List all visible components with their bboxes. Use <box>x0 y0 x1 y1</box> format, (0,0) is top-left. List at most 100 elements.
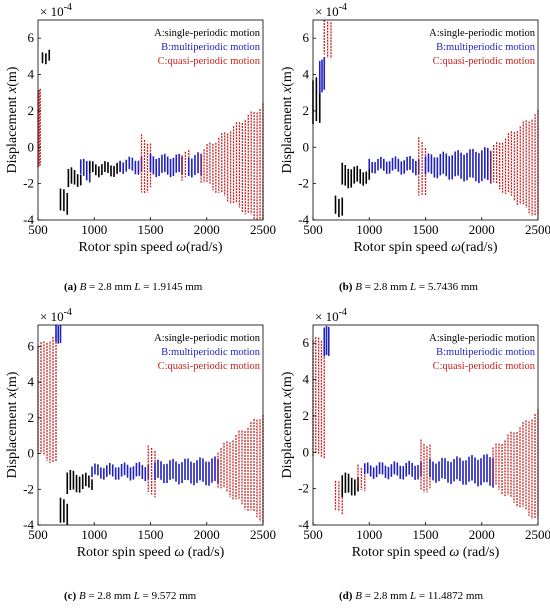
y-tick-label: 4 <box>28 67 35 82</box>
legend-entry: A:single-periodic motion <box>154 333 261 344</box>
y-tick-label: 2 <box>303 408 310 423</box>
region-B-7 <box>424 147 492 184</box>
y-tick-label: 6 <box>28 30 35 45</box>
y-tick-label: 6 <box>303 335 310 350</box>
region-C-2 <box>323 20 332 59</box>
y-tick-label: 4 <box>28 374 35 389</box>
y-axis-label: Displacement x(m) <box>280 66 295 173</box>
region-C-5 <box>147 445 156 498</box>
legend-entry: B:multiperiodic motion <box>436 347 536 358</box>
x-tick-label: 500 <box>303 527 323 542</box>
caption-a: (a) B = 2.8 mm L = 1.9145 mm <box>64 281 203 293</box>
data-marks <box>37 49 264 220</box>
region-C-8 <box>492 409 539 519</box>
chart-panel-a: 500 1000 1500 2000 2500 -4 -2 0 2 4 6 × 10-4 Rotor s… <box>0 0 276 300</box>
x-tick-label: 1500 <box>138 222 164 237</box>
x-tick-label: 2000 <box>469 222 495 237</box>
x-tick-label: 1500 <box>413 222 439 237</box>
x-axis-label: Rotor spin speed ω (rad/s) <box>77 545 225 560</box>
region-A-4 <box>341 162 371 189</box>
data-marks <box>312 325 539 519</box>
y-tick-label: -2 <box>298 176 309 191</box>
y-tick-label: -2 <box>23 481 34 496</box>
bifurcation-chart-c: 500 1000 1500 2000 2500 -4 -2 0 2 4 6 × 10-4 Rotor s… <box>5 307 276 560</box>
region-A-0 <box>312 77 321 124</box>
y-exponent-label: × 10-4 <box>315 307 347 324</box>
x-axis-label: Rotor spin speed ω(rad/s) <box>78 240 222 255</box>
x-tick-label: 500 <box>28 222 48 237</box>
region-A-3 <box>66 469 93 494</box>
y-tick-label: 0 <box>28 446 35 461</box>
y-tick-label: 0 <box>303 444 310 459</box>
region-C-6 <box>420 439 431 493</box>
region-C-0 <box>312 337 325 459</box>
legend-entry: A:single-periodic motion <box>154 28 261 39</box>
legend-entry: B:multiperiodic motion <box>436 42 536 53</box>
legend-entry: A:single-periodic motion <box>429 28 536 39</box>
bifurcation-chart-a: 500 1000 1500 2000 2500 -4 -2 0 2 4 6 × 10-4 Rotor s… <box>5 2 276 255</box>
legend-entry: C:quasi-periodic motion <box>158 361 261 372</box>
region-B-7 <box>429 454 494 488</box>
data-marks <box>37 325 264 525</box>
y-tick-label: -4 <box>298 517 309 532</box>
caption-d: (d) B = 2.8 mm L = 11.4872 mm <box>339 590 484 602</box>
region-C-0 <box>37 333 57 464</box>
y-tick-label: 2 <box>28 103 35 118</box>
region-B-1 <box>318 57 326 94</box>
region-A-3 <box>341 472 359 498</box>
region-C-4 <box>357 464 366 492</box>
region-A-5 <box>88 160 121 178</box>
region-C-7 <box>217 415 264 523</box>
y-axis-label: Displacement x(m) <box>5 371 20 478</box>
x-tick-label: 2000 <box>194 222 220 237</box>
region-C-7 <box>140 134 152 194</box>
region-B-4 <box>91 462 150 482</box>
region-B-8 <box>149 153 183 178</box>
y-axis-label: Displacement x(m) <box>5 66 20 173</box>
chart-panel-b: 500 1000 1500 2000 2500 -4 -2 0 2 4 6 × 10-4 Rotor s… <box>275 0 550 300</box>
x-tick-label: 2000 <box>194 527 220 542</box>
y-tick-label: -4 <box>298 212 309 227</box>
region-B-6 <box>154 456 219 486</box>
region-B-1 <box>323 325 330 357</box>
x-tick-label: 2500 <box>525 222 550 237</box>
x-tick-label: 1000 <box>356 527 382 542</box>
legend-entry: C:quasi-periodic motion <box>158 56 261 67</box>
y-tick-label: -4 <box>23 212 34 227</box>
region-B-4 <box>79 158 91 183</box>
y-tick-label: 4 <box>303 67 310 82</box>
y-tick-label: 4 <box>303 372 310 387</box>
region-C-8 <box>490 110 539 217</box>
y-tick-label: 2 <box>28 410 35 425</box>
region-A-3 <box>67 167 82 188</box>
x-tick-label: 2500 <box>250 222 276 237</box>
y-exponent-label: × 10-4 <box>315 2 347 19</box>
region-C-11 <box>200 103 264 220</box>
x-tick-label: 1000 <box>81 222 107 237</box>
region-A-2 <box>59 188 69 215</box>
y-axis-label: Displacement x(m) <box>280 371 295 478</box>
y-tick-label: 0 <box>303 139 310 154</box>
legend-entry: B:multiperiodic motion <box>161 347 261 358</box>
x-tick-label: 2500 <box>250 527 276 542</box>
caption-b: (b) B = 2.8 mm L = 5.7436 mm <box>339 281 478 293</box>
region-B-1 <box>55 325 62 344</box>
region-B-5 <box>363 460 422 480</box>
x-axis-label: Rotor spin speed ω (rad/s) <box>352 545 500 560</box>
y-exponent-label: × 10-4 <box>40 2 72 19</box>
bifurcation-chart-b: 500 1000 1500 2000 2500 -4 -2 0 2 4 6 × 10-4 Rotor s… <box>280 2 550 255</box>
x-tick-label: 2500 <box>525 527 550 542</box>
x-tick-label: 1000 <box>356 222 382 237</box>
y-tick-label: 6 <box>28 338 35 353</box>
y-tick-label: 6 <box>303 30 310 45</box>
x-tick-label: 500 <box>28 527 48 542</box>
region-C-9 <box>181 150 190 181</box>
x-tick-label: 1000 <box>81 527 107 542</box>
region-C-6 <box>418 137 427 196</box>
region-A-3 <box>334 195 344 218</box>
x-tick-label: 1500 <box>413 527 439 542</box>
region-B-10 <box>187 152 202 178</box>
x-tick-label: 2000 <box>469 527 495 542</box>
region-A-2 <box>59 497 69 525</box>
legend-entry: B:multiperiodic motion <box>161 42 261 53</box>
